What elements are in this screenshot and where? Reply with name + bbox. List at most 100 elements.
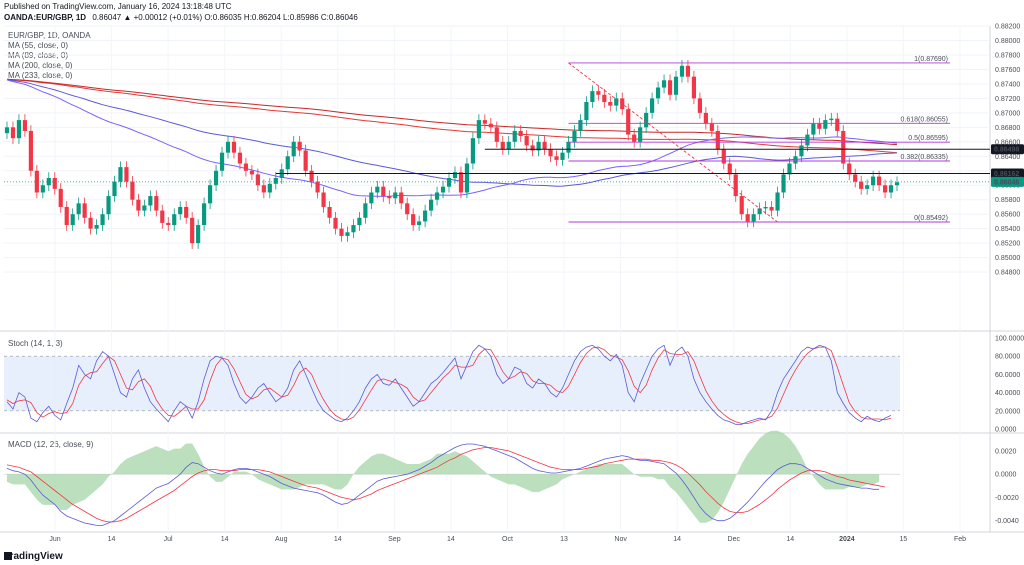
candle-body xyxy=(154,196,159,211)
candle-body xyxy=(148,196,153,206)
candle-body xyxy=(285,156,290,170)
macd-histogram xyxy=(7,430,880,523)
candle-131 xyxy=(787,157,792,181)
candle-143 xyxy=(859,175,864,195)
candle-142 xyxy=(853,168,858,188)
candle-12 xyxy=(76,197,81,220)
candle-9 xyxy=(58,183,63,213)
candle-27 xyxy=(166,217,171,231)
stoch-tick-label-5: 0.0000 xyxy=(995,427,1017,434)
price-tag-2 xyxy=(991,176,1024,187)
candle-body xyxy=(225,141,231,153)
candle-body xyxy=(369,192,374,204)
candle-body xyxy=(70,214,75,226)
candle-body xyxy=(554,156,559,160)
candle-body xyxy=(524,136,529,146)
candle-body xyxy=(16,120,22,139)
macd-tick-label-1: 0.0000 xyxy=(995,472,1017,479)
candle-body xyxy=(243,163,249,171)
candle-body xyxy=(22,120,27,131)
candle-109 xyxy=(655,81,661,105)
candle-102 xyxy=(614,92,619,112)
candle-body xyxy=(709,123,714,131)
candle-body xyxy=(423,210,428,222)
price-tick-label-2: 0.87800 xyxy=(995,52,1020,59)
candle-body xyxy=(865,185,870,189)
candle-75 xyxy=(452,166,458,184)
candle-body xyxy=(207,185,213,204)
price-tick-label-5: 0.87200 xyxy=(995,96,1020,103)
legend-ma89: MA (89, close, 0) xyxy=(8,51,69,60)
candle-body xyxy=(853,174,858,182)
time-tick-label-0: Jun xyxy=(49,536,60,543)
candle-body xyxy=(488,123,493,128)
candle-body xyxy=(835,118,840,131)
candle-59 xyxy=(357,212,362,231)
candle-body xyxy=(512,130,517,142)
candle-108 xyxy=(650,92,655,119)
candle-8 xyxy=(52,172,57,195)
candle-94 xyxy=(566,136,571,159)
candle-23 xyxy=(142,199,147,217)
candle-125 xyxy=(751,208,756,228)
candle-112 xyxy=(673,70,679,101)
candle-body xyxy=(805,134,810,146)
tradingview-logo-icon xyxy=(4,552,12,560)
candle-body xyxy=(638,127,643,142)
legend-main: EUR/GBP, 1D, OANDA xyxy=(8,31,91,40)
candle-body xyxy=(715,130,720,150)
candle-body xyxy=(745,214,750,222)
candle-56 xyxy=(339,222,344,242)
candle-58 xyxy=(351,219,356,239)
candle-78 xyxy=(470,132,475,170)
candle-body xyxy=(763,206,768,209)
candle-body xyxy=(34,170,39,193)
price-tag-label-1: 0.86162 xyxy=(994,171,1019,178)
candle-107 xyxy=(644,107,649,134)
candle-45 xyxy=(273,172,278,190)
candle-62 xyxy=(375,180,380,199)
candle-body xyxy=(434,192,440,200)
candle-124 xyxy=(745,208,750,228)
candle-25 xyxy=(154,190,159,217)
candle-body xyxy=(482,120,487,124)
candle-95 xyxy=(572,125,577,148)
candle-body xyxy=(172,214,177,226)
candle-88 xyxy=(530,139,535,157)
candle-54 xyxy=(327,201,332,224)
time-tick-label-3: 14 xyxy=(221,536,229,543)
candle-body xyxy=(781,174,786,193)
candle-42 xyxy=(255,168,260,192)
candle-body xyxy=(841,130,846,164)
time-tick-label-2: Jul xyxy=(164,536,173,543)
candle-body xyxy=(757,208,762,215)
price-tick-label-15: 0.85200 xyxy=(995,241,1020,248)
candle-4 xyxy=(28,125,33,177)
candle-body xyxy=(578,120,583,131)
candle-48 xyxy=(291,136,296,163)
candle-92 xyxy=(554,150,559,166)
candle-80 xyxy=(482,114,487,130)
candle-97 xyxy=(584,96,589,126)
candle-116 xyxy=(697,92,702,119)
candle-body xyxy=(739,196,744,215)
candle-body xyxy=(673,76,679,95)
stoch-k-line xyxy=(6,344,892,425)
ma89-line xyxy=(6,79,898,187)
candle-body xyxy=(733,174,738,197)
candle-138 xyxy=(829,112,834,126)
price-tag-label-2: 0.86046 xyxy=(994,179,1019,186)
candle-body xyxy=(536,141,541,151)
candle-body xyxy=(751,214,756,222)
stoch-tick-label-3: 40.0000 xyxy=(995,390,1020,397)
candle-40 xyxy=(243,157,249,177)
candle-body xyxy=(357,217,362,226)
legend-ma233: MA (233, close, 0) xyxy=(8,71,73,80)
candle-body xyxy=(697,98,702,113)
candle-body xyxy=(458,172,464,193)
time-tick-label-7: 14 xyxy=(447,536,455,543)
candle-body xyxy=(530,145,535,151)
price-tick-label-0: 0.88200 xyxy=(995,24,1020,31)
candle-64 xyxy=(387,190,392,205)
